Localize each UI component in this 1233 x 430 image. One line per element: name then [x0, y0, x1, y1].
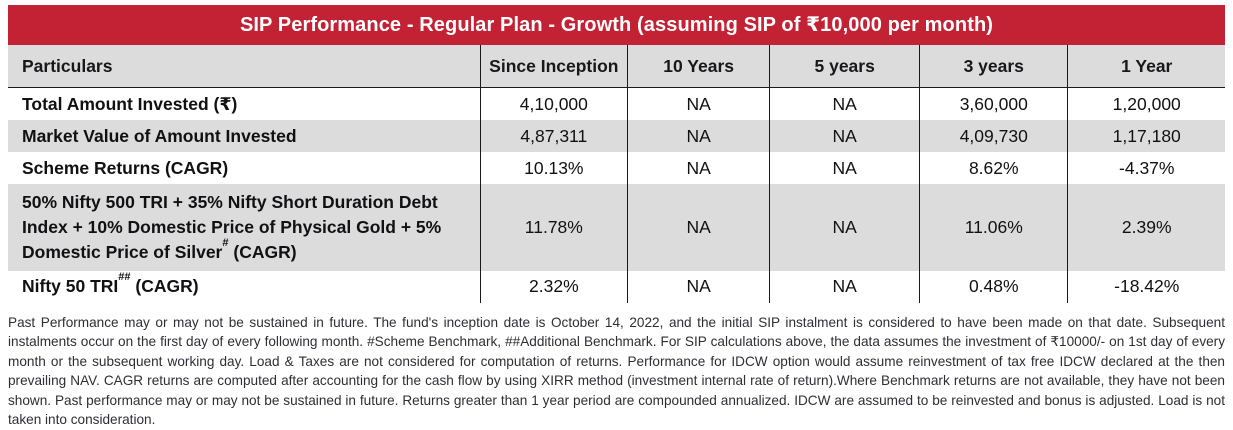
table-cell: 8.62%	[919, 152, 1068, 184]
table-row-market-value: Market Value of Amount Invested 4,87,311…	[8, 120, 1225, 152]
table-row-total-invested: Total Amount Invested (₹) 4,10,000 NA NA…	[8, 87, 1225, 120]
table-cell: 1,20,000	[1067, 87, 1225, 120]
table-cell: 2.39%	[1067, 184, 1225, 271]
table-row-additional-benchmark: Nifty 50 TRI## (CAGR) 2.32% NA NA 0.48% …	[8, 270, 1225, 303]
row-label: Nifty 50 TRI## (CAGR)	[22, 271, 199, 297]
table-cell: NA	[626, 87, 770, 120]
row-label: Scheme Returns (CAGR)	[22, 157, 229, 178]
table-cell: NA	[769, 87, 920, 120]
table-cell: 0.48%	[919, 270, 1068, 303]
title-bar: SIP Performance - Regular Plan - Growth …	[8, 5, 1225, 45]
table-row-scheme-returns: Scheme Returns (CAGR) 10.13% NA NA 8.62%…	[8, 152, 1225, 184]
table-cell: 11.78%	[479, 184, 628, 271]
table-cell: NA	[626, 120, 770, 152]
row-label: 50% Nifty 500 TRI + 35% Nifty Short Dura…	[8, 184, 481, 271]
footnote-marker: #	[222, 236, 229, 249]
table-cell: 10.13%	[479, 152, 628, 184]
table-cell: -4.37%	[1067, 152, 1225, 184]
table-row-scheme-benchmark: 50% Nifty 500 TRI + 35% Nifty Short Dura…	[8, 184, 1225, 271]
table-cell: 3,60,000	[919, 87, 1068, 120]
row-label: Market Value of Amount Invested	[8, 120, 481, 152]
table-cell: NA	[626, 152, 770, 184]
column-header-3-years: 3 years	[919, 45, 1068, 88]
table-cell: 2.32%	[479, 270, 628, 303]
column-header-10-years: 10 Years	[626, 45, 770, 88]
table-cell: 1,17,180	[1067, 120, 1225, 152]
column-header-5-years: 5 years	[769, 45, 920, 88]
table-cell: 4,87,311	[479, 120, 628, 152]
table-cell: 4,10,000	[479, 87, 628, 120]
sip-performance-table: Particulars Since Inception 10 Years 5 y…	[8, 45, 1225, 303]
table-header-row: Particulars Since Inception 10 Years 5 y…	[8, 45, 1225, 88]
table-cell: NA	[769, 152, 920, 184]
page-title: SIP Performance - Regular Plan - Growth …	[239, 14, 994, 36]
table-cell: -18.42%	[1067, 270, 1225, 303]
column-header-1-year: 1 Year	[1067, 45, 1225, 88]
table-cell: NA	[626, 270, 770, 303]
table-cell: NA	[769, 270, 920, 303]
row-label: Total Amount Invested (₹)	[22, 93, 238, 114]
column-header-since-inception: Since Inception	[479, 45, 628, 88]
table-cell: 11.06%	[919, 184, 1068, 271]
footnote-marker: ##	[118, 271, 131, 284]
table-cell: 4,09,730	[919, 120, 1068, 152]
disclaimer-text: Past Performance may or may not be susta…	[8, 314, 1225, 428]
column-header-particulars: Particulars	[8, 45, 481, 88]
table-cell: NA	[769, 184, 920, 271]
table-cell: NA	[626, 184, 770, 271]
table-cell: NA	[769, 120, 920, 152]
